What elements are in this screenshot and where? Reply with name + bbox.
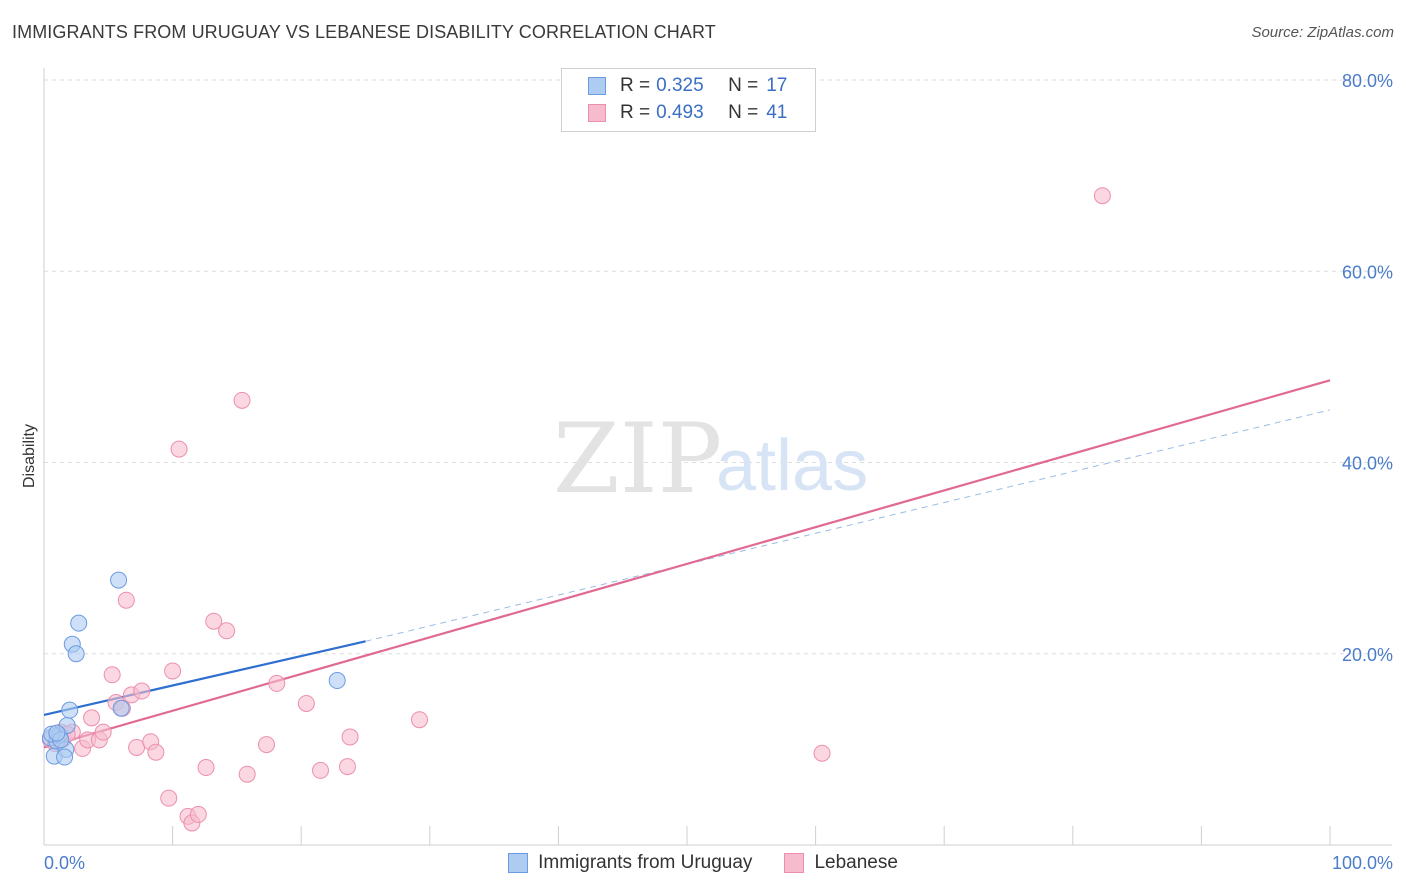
legend-n-value: 17	[766, 75, 788, 96]
y-tick-label: 40.0%	[1342, 454, 1393, 474]
legend-r-label: R =	[620, 102, 651, 123]
point-lebanese	[257, 736, 275, 754]
legend-swatch-uruguay	[588, 77, 606, 95]
legend-item-lebanese[interactable]: Lebanese	[784, 852, 898, 874]
point-uruguay	[56, 748, 74, 766]
chart-title: IMMIGRANTS FROM URUGUAY VS LEBANESE DISA…	[12, 22, 716, 42]
y-axis-label: Disability	[21, 424, 38, 488]
trend-line-uruguay	[43, 640, 366, 717]
point-uruguay	[67, 645, 85, 663]
point-lebanese	[128, 738, 146, 756]
point-lebanese	[147, 743, 165, 761]
point-uruguay	[61, 701, 79, 719]
series-legend: Immigrants from Uruguay Lebanese	[0, 852, 1406, 874]
y-tick-label: 60.0%	[1342, 262, 1393, 282]
point-lebanese	[197, 759, 215, 777]
y-tick-label: 20.0%	[1342, 645, 1393, 665]
legend-n-value: 41	[766, 102, 788, 123]
point-lebanese	[94, 723, 112, 741]
point-uruguay	[112, 699, 130, 717]
point-lebanese	[233, 391, 251, 409]
legend-swatch-uruguay	[508, 853, 529, 873]
grid-lines	[44, 79, 1392, 655]
trend-line-uruguay-extended	[365, 409, 1331, 642]
point-lebanese	[238, 765, 256, 783]
legend-r-value: 0.325	[656, 75, 704, 96]
point-lebanese	[189, 805, 207, 823]
legend-label-uruguay: Immigrants from Uruguay	[538, 852, 753, 873]
legend-swatch-lebanese	[588, 104, 606, 122]
point-lebanese	[103, 666, 121, 684]
point-lebanese	[117, 591, 135, 609]
y-tick-label: 80.0%	[1342, 71, 1393, 91]
point-lebanese	[411, 711, 429, 729]
x-tick-label: 100.0%	[1332, 853, 1393, 873]
legend-n-label: N =	[728, 102, 759, 123]
source-label: Source: ZipAtlas.com	[1251, 24, 1394, 41]
legend-swatch-lebanese	[784, 853, 805, 873]
legend-row-lebanese: R = 0.493 N = 41	[588, 101, 787, 125]
trend-line-lebanese	[43, 379, 1331, 749]
point-lebanese	[133, 682, 151, 700]
legend-label-lebanese: Lebanese	[814, 852, 898, 873]
legend-r-value: 0.493	[656, 102, 704, 123]
point-lebanese	[205, 612, 223, 630]
point-lebanese	[268, 674, 286, 692]
point-lebanese	[813, 744, 831, 762]
legend-r-label: R =	[620, 75, 651, 96]
tick-labels: 20.0% 40.0% 60.0% 80.0% 0.0% 100.0%	[44, 71, 1393, 873]
watermark-zip: ZIP	[553, 403, 722, 515]
point-lebanese	[1093, 187, 1111, 205]
data-points	[41, 187, 1111, 832]
watermark-atlas: atlas	[716, 426, 868, 506]
point-uruguay	[70, 614, 88, 632]
point-lebanese	[83, 709, 101, 727]
legend-item-uruguay[interactable]: Immigrants from Uruguay	[508, 852, 752, 874]
point-lebanese	[341, 728, 359, 746]
point-lebanese	[160, 789, 178, 807]
point-lebanese	[311, 761, 329, 779]
point-uruguay	[328, 672, 346, 690]
trend-lines	[43, 379, 1331, 749]
point-lebanese	[164, 662, 182, 680]
point-uruguay	[48, 724, 66, 742]
point-lebanese	[170, 440, 188, 458]
point-lebanese	[297, 694, 315, 712]
axes	[43, 68, 1392, 846]
x-tick-label: 0.0%	[44, 853, 85, 873]
point-uruguay	[110, 571, 128, 589]
legend-n-label: N =	[728, 75, 759, 96]
point-lebanese	[338, 758, 356, 776]
watermark: ZIP atlas	[553, 403, 868, 515]
legend-row-uruguay: R = 0.325 N = 17	[588, 74, 787, 98]
point-lebanese	[218, 622, 236, 640]
correlation-legend: R = 0.325 N = 17 R = 0.493 N = 41	[561, 68, 816, 132]
